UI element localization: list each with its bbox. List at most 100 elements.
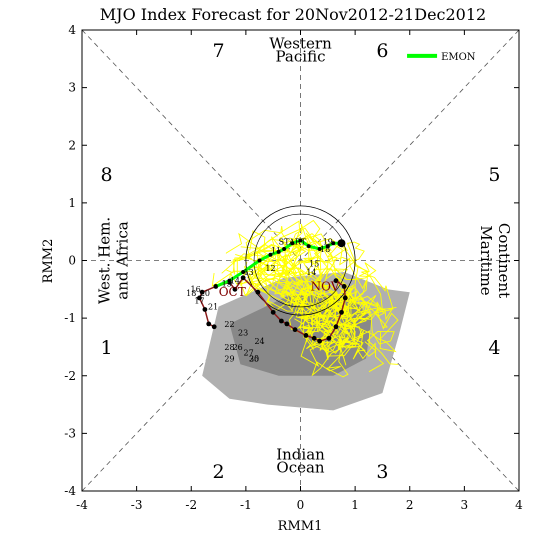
phase-number-label: 3 <box>376 461 388 483</box>
ensemble-day-label: 15 <box>222 279 232 288</box>
month-label: OCT <box>219 285 246 299</box>
observed-point <box>341 284 347 289</box>
ensemble-member-line <box>239 274 371 368</box>
y-tick-label: 1 <box>68 196 76 210</box>
observed-point <box>333 278 339 284</box>
observed-point <box>278 318 284 324</box>
ensemble-member-line <box>240 246 348 323</box>
y-tick-label: 4 <box>68 23 76 37</box>
ensemble-mean-point <box>298 238 303 243</box>
y-tick-label: 3 <box>68 81 76 95</box>
phase-number-label: 7 <box>213 40 225 62</box>
region-label-maritime-continent: Continent <box>495 223 513 298</box>
observed-day-label: 18 <box>186 289 196 298</box>
observed-point <box>342 295 348 301</box>
ensemble-mean-point <box>241 270 246 275</box>
observed-point <box>326 335 332 341</box>
observed-point <box>240 275 246 281</box>
ensemble-day-label: 19 <box>323 237 333 246</box>
ensemble-mean-point <box>227 278 232 283</box>
ensemble-mean-point <box>306 244 311 249</box>
x-tick-label: 3 <box>461 498 469 512</box>
ensemble-mean-point <box>317 246 322 251</box>
x-tick-label: 0 <box>297 498 305 512</box>
ensemble-member-line <box>256 271 349 378</box>
region-label-west-hem-africa: West. Hem. <box>96 217 114 304</box>
region-label-western-pacific: Pacific <box>276 48 326 66</box>
observed-point <box>197 295 202 301</box>
day-label: 23 <box>238 328 248 337</box>
x-tick-label: -2 <box>185 498 197 512</box>
region-label-indian-ocean: Indian <box>276 445 325 463</box>
ensemble-day-label: START <box>279 237 307 246</box>
ensemble-mean-point <box>257 258 262 263</box>
region-label-western-pacific: Western <box>269 34 332 52</box>
y-tick-label: -2 <box>64 369 76 383</box>
ensemble-member-line <box>245 233 359 333</box>
observed-point <box>284 321 290 327</box>
day-label: 27 <box>244 349 254 358</box>
ensemble-day-label: 14 <box>306 268 316 277</box>
observed-day-label: 17 <box>194 297 204 306</box>
x-axis-label: RMM1 <box>278 519 323 534</box>
observed-point <box>232 286 238 292</box>
ensemble-mean-point <box>213 284 218 289</box>
chart-title: MJO Index Forecast for 20Nov2012-21Dec20… <box>100 5 486 24</box>
ensemble-day-label: 14 <box>230 277 240 286</box>
observed-point <box>202 307 208 312</box>
ensemble-member-line <box>229 272 332 333</box>
inner-circle <box>253 213 348 308</box>
month-label: NOV <box>311 279 340 293</box>
observed-point <box>270 309 276 315</box>
day-label: 24 <box>254 337 264 346</box>
observed-point <box>211 324 217 330</box>
day-label: 26 <box>233 343 243 352</box>
x-tick-label: 4 <box>515 498 523 512</box>
day-label: 28 <box>224 343 234 352</box>
day-label: 25 <box>249 354 259 363</box>
phase-number-label: 4 <box>488 337 500 359</box>
observed-point <box>303 333 309 338</box>
observed-point <box>199 289 205 295</box>
ensemble-mean-point <box>325 244 330 249</box>
x-tick-label: -3 <box>131 498 143 512</box>
region-label-west-hem-africa: and Africa <box>114 221 132 299</box>
observed-point <box>255 289 261 295</box>
y-tick-label: 0 <box>68 254 76 268</box>
unit-circle <box>245 205 356 316</box>
y-tick-label: -4 <box>64 484 76 498</box>
legend-label: EMON <box>441 52 476 63</box>
ensemble-day-label: 18 <box>320 245 330 254</box>
ensemble-member-line <box>254 256 377 327</box>
day-label: 29 <box>224 354 234 363</box>
ensemble-mean-point <box>331 241 336 246</box>
y-axis-label: RMM2 <box>41 239 56 284</box>
x-tick-label: -1 <box>240 498 252 512</box>
y-tick-label: -1 <box>64 311 76 325</box>
observed-point <box>339 309 344 315</box>
phase-number-label: 5 <box>488 164 500 186</box>
x-tick-label: 1 <box>351 498 359 512</box>
ensemble-mean-point <box>290 241 295 246</box>
phase-number-label: 1 <box>101 337 113 359</box>
ensemble-member-line <box>226 220 348 344</box>
ensemble-day-label: 15 <box>309 259 319 268</box>
observed-point <box>206 321 212 327</box>
x-tick-label: 2 <box>406 498 414 512</box>
day-label: 30 <box>249 354 259 363</box>
region-label-maritime-continent: Maritime <box>477 225 495 295</box>
ensemble-day-label: 11 <box>271 247 281 256</box>
ensemble-mean-point <box>268 252 273 257</box>
observed-point <box>311 335 317 341</box>
forecast-end-point <box>337 239 346 248</box>
observed-point <box>317 338 323 344</box>
y-tick-label: 2 <box>68 138 76 152</box>
observed-day-label: 21 <box>208 302 218 311</box>
observed-point <box>333 324 339 330</box>
phase-number-label: 8 <box>101 164 113 186</box>
y-tick-label: -3 <box>64 426 76 440</box>
observed-day-label: 16 <box>191 285 201 294</box>
ensemble-mean-point <box>276 249 281 254</box>
